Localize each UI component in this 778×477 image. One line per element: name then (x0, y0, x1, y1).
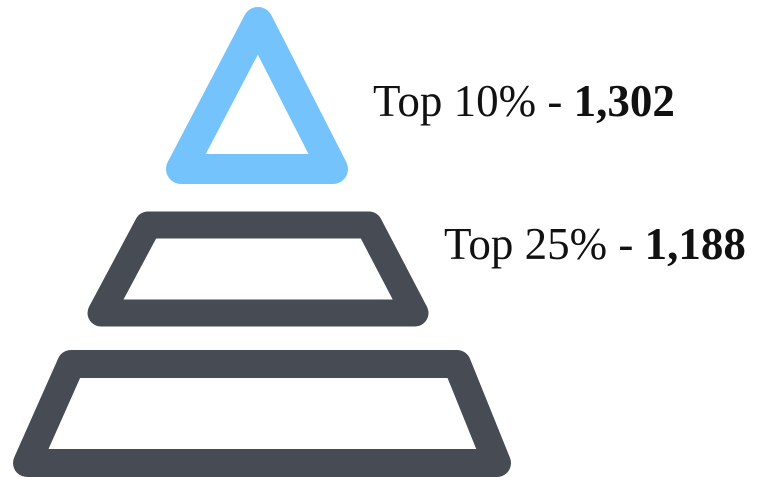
pyramid-middle-tier (87, 211, 429, 327)
top-10-label: Top 10% - 1,302 (373, 79, 675, 124)
pyramid-bottom-tier (13, 350, 511, 477)
top-25-label: Top 25% - 1,188 (444, 222, 746, 267)
top-25-value: 1,188 (644, 219, 746, 269)
top-25-label-text: Top 25% - (444, 219, 645, 269)
top-10-value: 1,302 (573, 76, 675, 126)
pyramid-top-tier (166, 7, 348, 184)
top-10-label-text: Top 10% - (373, 76, 574, 126)
